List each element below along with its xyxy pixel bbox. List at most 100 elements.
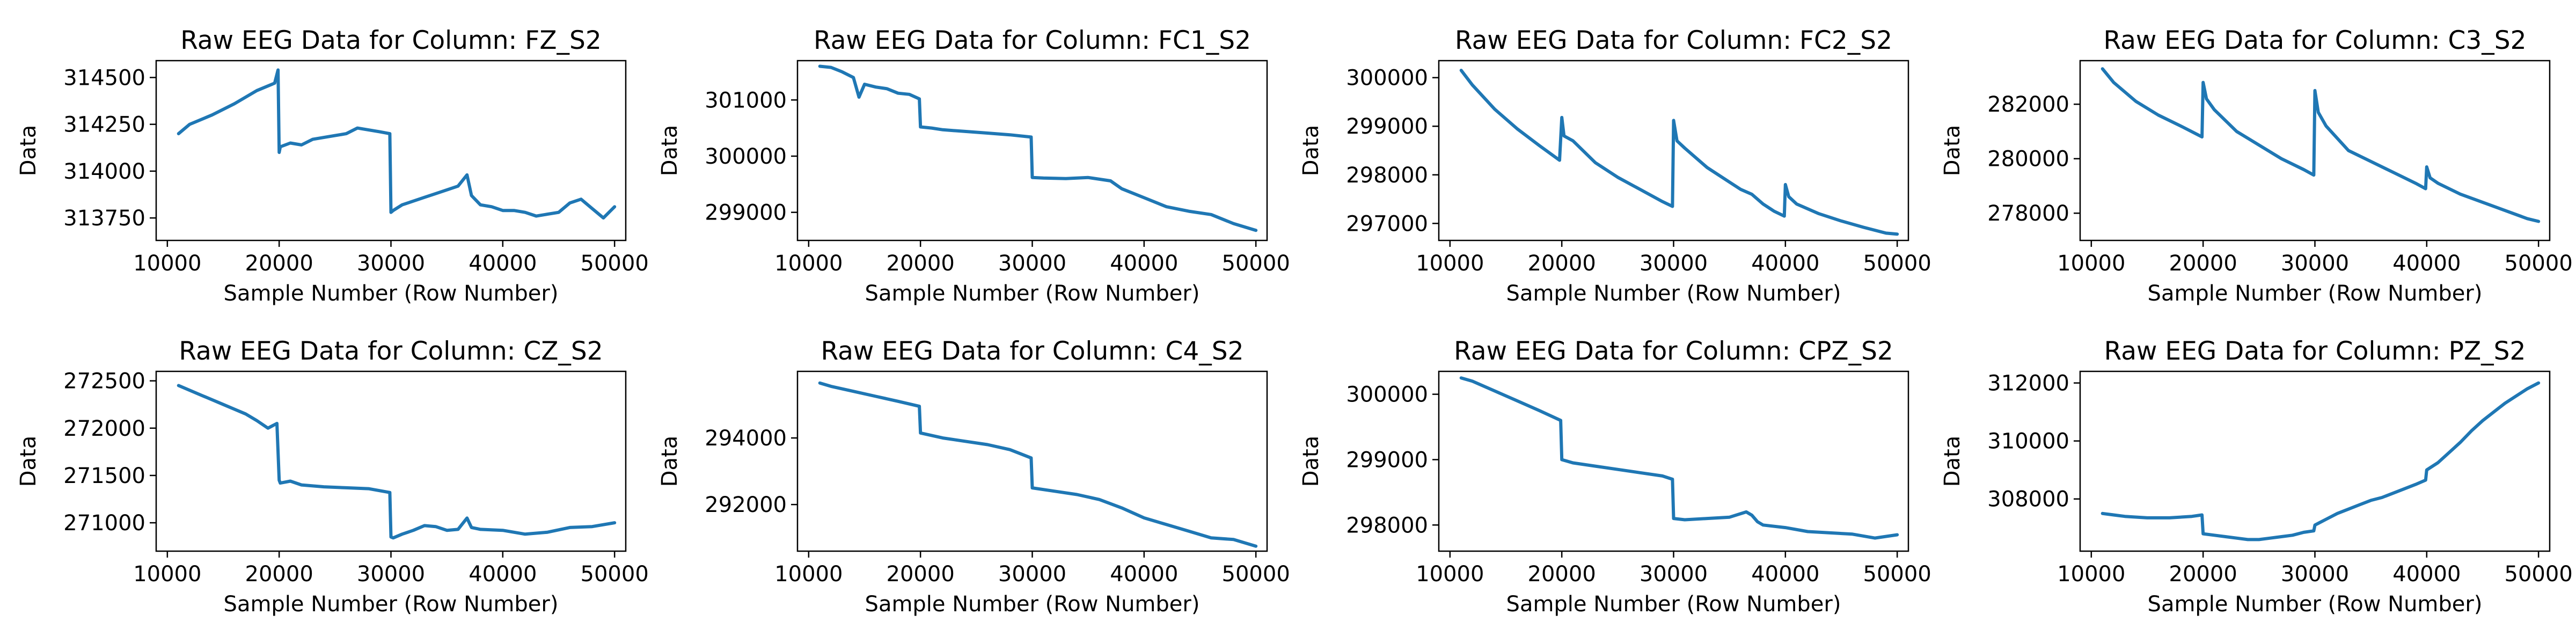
x-tick-label: 30000 xyxy=(998,251,1066,276)
y-tick-label: 282000 xyxy=(1987,92,2069,117)
chart-title: Raw EEG Data for Column: CPZ_S2 xyxy=(1454,336,1893,366)
y-tick-label: 272500 xyxy=(63,369,145,394)
x-tick-label: 50000 xyxy=(1222,251,1290,276)
chart-panel-4: Raw EEG Data for Column: CZ_S2 10000 20000… xyxy=(16,336,649,617)
x-tick-label: 10000 xyxy=(133,562,201,587)
x-tick-label: 20000 xyxy=(245,562,313,587)
plot-frame xyxy=(2079,370,2551,552)
x-tick-label: 10000 xyxy=(2057,562,2125,587)
x-axis-label: Sample Number (Row Number) xyxy=(1506,281,1841,306)
y-axis-label: Data xyxy=(657,436,682,487)
x-tick-label: 40000 xyxy=(1110,251,1178,276)
y-tick-label: 271500 xyxy=(63,464,145,488)
x-tick-label: 30000 xyxy=(998,562,1066,587)
y-axis-label: Data xyxy=(1940,436,1965,487)
chart-title: Raw EEG Data for Column: FZ_S2 xyxy=(180,26,602,55)
chart-title: Raw EEG Data for Column: FC2_S2 xyxy=(1455,26,1892,55)
y-axis-label: Data xyxy=(16,125,41,177)
y-tick-label: 310000 xyxy=(1987,429,2069,454)
y-tick-label: 272000 xyxy=(63,416,145,441)
y-tick-label: 297000 xyxy=(1346,211,1428,236)
chart-panel-0: Raw EEG Data for Column: FZ_S2 10000 20000… xyxy=(16,26,649,306)
y-tick-label: 300000 xyxy=(1346,383,1428,407)
x-tick-label: 50000 xyxy=(1863,562,1931,587)
x-tick-label: 50000 xyxy=(2505,251,2573,276)
y-tick-label: 301000 xyxy=(705,88,787,113)
series-line-0 xyxy=(1459,69,1899,236)
y-axis-label: Data xyxy=(16,436,41,487)
y-tick-label: 314500 xyxy=(63,65,145,90)
y-tick-label: 299000 xyxy=(1346,114,1428,139)
x-tick-label: 40000 xyxy=(1110,562,1178,587)
y-tick-label: 312000 xyxy=(1987,371,2069,396)
y-tick-label: 299000 xyxy=(1346,448,1428,472)
x-axis-label: Sample Number (Row Number) xyxy=(865,592,1200,617)
y-axis-label: Data xyxy=(1299,436,1323,487)
chart-title: Raw EEG Data for Column: C3_S2 xyxy=(2103,26,2526,55)
chart-title: Raw EEG Data for Column: PZ_S2 xyxy=(2104,336,2526,366)
x-tick-label: 30000 xyxy=(2281,562,2349,587)
chart-panel-7: Raw EEG Data for Column: PZ_S2 10000 20000… xyxy=(1940,336,2573,617)
series-line-0 xyxy=(2101,381,2541,541)
x-tick-label: 30000 xyxy=(1640,562,1708,587)
x-axis-label: Sample Number (Row Number) xyxy=(865,281,1200,306)
y-axis-label: Data xyxy=(657,125,682,177)
x-tick-label: 40000 xyxy=(469,251,537,276)
series-line-0 xyxy=(1459,376,1899,540)
y-tick-label: 298000 xyxy=(1346,163,1428,188)
chart-panel-6: Raw EEG Data for Column: CPZ_S2 10000 2000… xyxy=(1299,336,1931,617)
x-tick-label: 10000 xyxy=(774,251,843,276)
x-tick-label: 20000 xyxy=(1528,562,1596,587)
x-axis-label: Sample Number (Row Number) xyxy=(224,281,559,306)
x-tick-label: 20000 xyxy=(887,562,955,587)
x-tick-label: 10000 xyxy=(774,562,843,587)
x-tick-label: 10000 xyxy=(1416,562,1484,587)
y-tick-label: 300000 xyxy=(1346,66,1428,91)
x-tick-label: 40000 xyxy=(1751,251,1819,276)
x-tick-label: 30000 xyxy=(357,562,425,587)
x-tick-label: 50000 xyxy=(581,251,649,276)
x-tick-label: 10000 xyxy=(133,251,201,276)
y-tick-label: 314250 xyxy=(63,113,145,137)
y-tick-label: 294000 xyxy=(705,426,787,451)
x-tick-label: 40000 xyxy=(469,562,537,587)
x-tick-label: 10000 xyxy=(2057,251,2125,276)
y-tick-label: 292000 xyxy=(705,493,787,517)
x-tick-label: 20000 xyxy=(2169,251,2237,276)
x-axis-label: Sample Number (Row Number) xyxy=(1506,592,1841,617)
x-tick-label: 50000 xyxy=(1222,562,1290,587)
y-tick-label: 298000 xyxy=(1346,513,1428,538)
y-axis-label: Data xyxy=(1299,125,1323,177)
series-line-0 xyxy=(818,381,1258,548)
series-line-0 xyxy=(177,68,617,220)
y-tick-label: 271000 xyxy=(63,511,145,536)
x-tick-label: 30000 xyxy=(2281,251,2349,276)
chart-title: Raw EEG Data for Column: C4_S2 xyxy=(821,336,1243,366)
x-tick-label: 20000 xyxy=(2169,562,2237,587)
x-axis-label: Sample Number (Row Number) xyxy=(224,592,559,617)
series-line-0 xyxy=(2101,67,2541,223)
chart-title: Raw EEG Data for Column: FC1_S2 xyxy=(814,26,1251,55)
x-tick-label: 30000 xyxy=(357,251,425,276)
chart-panel-2: Raw EEG Data for Column: FC2_S2 10000 2000… xyxy=(1299,26,1931,306)
y-tick-label: 313750 xyxy=(63,206,145,231)
x-tick-label: 20000 xyxy=(1528,251,1596,276)
x-tick-label: 30000 xyxy=(1640,251,1708,276)
series-line-0 xyxy=(177,384,617,540)
chart-panel-1: Raw EEG Data for Column: FC1_S2 10000 2000… xyxy=(657,26,1290,306)
x-tick-label: 40000 xyxy=(2392,562,2461,587)
y-tick-label: 278000 xyxy=(1987,201,2069,226)
y-tick-label: 314000 xyxy=(63,159,145,184)
x-axis-label: Sample Number (Row Number) xyxy=(2148,281,2483,306)
series-line-0 xyxy=(818,64,1258,232)
x-tick-label: 50000 xyxy=(581,562,649,587)
x-tick-label: 20000 xyxy=(245,251,313,276)
x-tick-label: 40000 xyxy=(1751,562,1819,587)
y-tick-label: 299000 xyxy=(705,201,787,225)
chart-panel-3: Raw EEG Data for Column: C3_S2 10000 20000… xyxy=(1940,26,2573,306)
x-tick-label: 50000 xyxy=(1863,251,1931,276)
x-tick-label: 20000 xyxy=(887,251,955,276)
x-axis-label: Sample Number (Row Number) xyxy=(2148,592,2483,617)
y-tick-label: 308000 xyxy=(1987,487,2069,512)
